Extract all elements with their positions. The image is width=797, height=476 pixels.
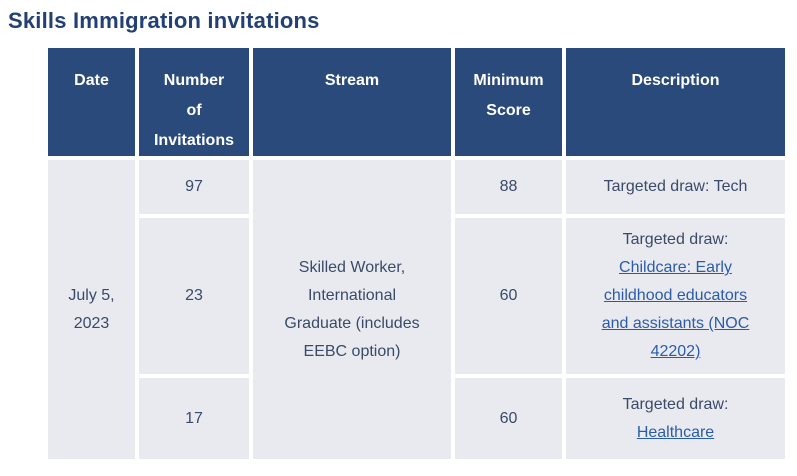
column-header-date: Date bbox=[48, 48, 135, 156]
min-score-cell: 60 bbox=[455, 218, 562, 374]
invitations-cell: 17 bbox=[139, 378, 249, 459]
description-cell: Targeted draw: Tech bbox=[566, 160, 785, 214]
description-label: Targeted draw: bbox=[622, 231, 729, 248]
description-cell: Targeted draw: Healthcare bbox=[566, 378, 785, 459]
healthcare-link[interactable]: Healthcare bbox=[636, 423, 715, 441]
min-score-cell: 88 bbox=[455, 160, 562, 214]
invitations-table: Date Number of Invitations Stream Minimu… bbox=[44, 44, 789, 463]
childcare-noc-link[interactable]: Childcare: Early childhood educators and… bbox=[601, 259, 750, 360]
invitations-cell: 23 bbox=[139, 218, 249, 374]
page-title: Skills Immigration invitations bbox=[8, 8, 320, 33]
column-header-min-score: Minimum Score bbox=[455, 48, 562, 156]
header-row: Date Number of Invitations Stream Minimu… bbox=[48, 48, 785, 156]
table-row: July 5, 2023 97 Skilled Worker, Internat… bbox=[48, 160, 785, 459]
date-cell: July 5, 2023 bbox=[48, 160, 135, 459]
column-header-description: Description bbox=[566, 48, 785, 156]
column-header-stream: Stream bbox=[253, 48, 451, 156]
stream-cell: Skilled Worker, International Graduate (… bbox=[253, 160, 451, 459]
table-row: 23 60 Targeted draw: Childcare: Early ch… bbox=[48, 218, 785, 374]
description-label: Targeted draw: bbox=[622, 395, 729, 413]
page: Skills Immigration invitations Date Numb… bbox=[8, 8, 789, 463]
description-cell: Targeted draw: Childcare: Early childhoo… bbox=[566, 218, 785, 374]
column-header-invitations: Number of Invitations bbox=[139, 48, 249, 156]
min-score-cell: 60 bbox=[455, 378, 562, 459]
invitations-cell: 97 bbox=[139, 160, 249, 214]
table-row: 17 60 Targeted draw: Healthcare bbox=[48, 378, 785, 459]
